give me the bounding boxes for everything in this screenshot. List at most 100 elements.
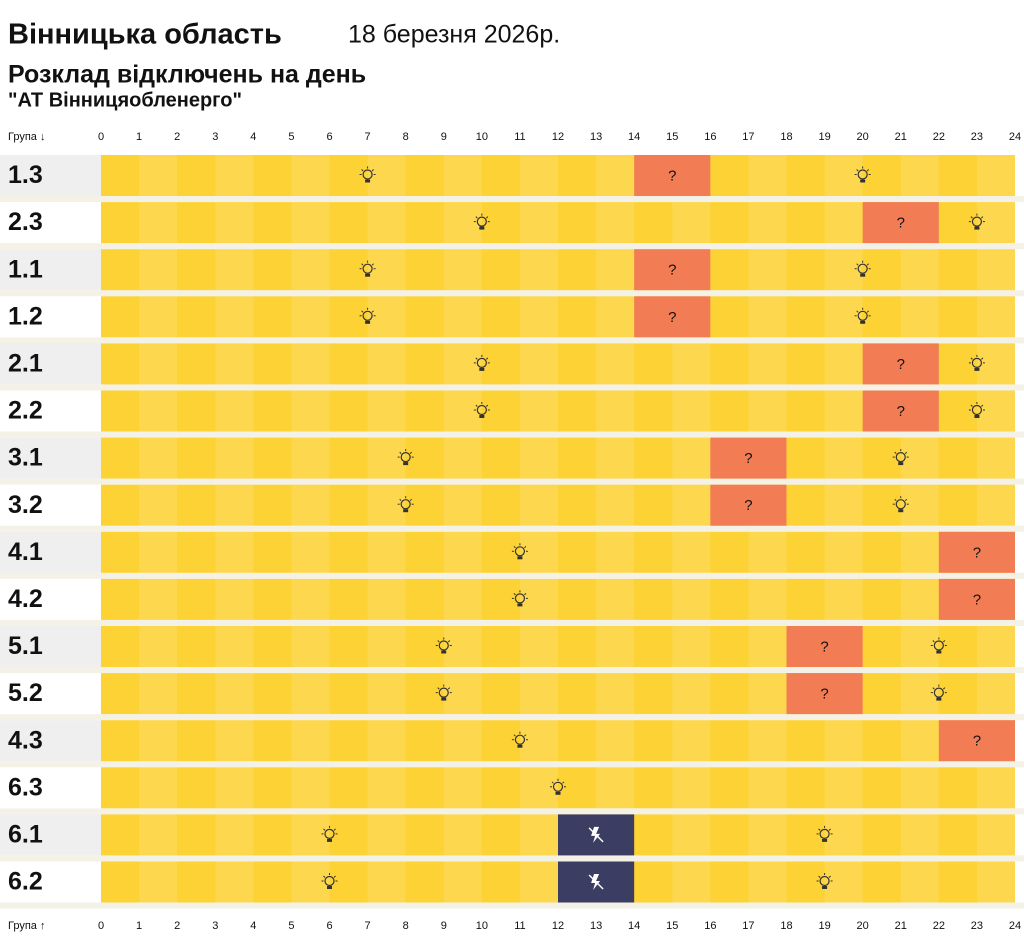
hour-shade [139,202,178,244]
hour-shade [824,249,863,291]
bulb-ray [981,216,984,219]
bulb-ray [970,357,973,360]
bulb-ray [828,828,831,831]
bulb-ray [932,687,935,690]
group-label: 2.3 [8,208,43,236]
bulb-ray [409,451,413,454]
outage-block [786,673,863,715]
block-label: ? [668,262,676,279]
bulb [476,216,487,227]
block-label: ? [744,450,752,467]
hour-shade [596,249,635,291]
bulb-base [441,650,447,654]
hour-shade [367,390,406,432]
group-label: 4.2 [8,585,43,613]
bulb-icon [968,354,985,371]
group-label: 3.2 [8,491,43,519]
bulb-icon [550,778,566,795]
bulb-ray [866,310,870,313]
bulb-ray [856,263,859,266]
row-separator [0,243,1024,250]
hour-shade [748,861,787,903]
bulb-ray [333,875,336,878]
bulb-base [822,838,828,842]
bulb-icon [435,684,452,701]
hour-shade [672,720,711,762]
hour-label: 4 [250,920,256,932]
hour-shade [900,249,939,291]
bulb-ray [475,357,478,360]
bulb-icon [397,496,414,513]
hour-label: 10 [476,131,488,143]
hour-shade [824,343,863,385]
hour-shade [215,296,254,338]
bulb-ray [409,498,413,502]
bulb-base [441,697,447,701]
bulb [476,404,487,416]
label-cell [0,626,101,667]
bulb-ray [485,216,489,219]
bulb [514,734,526,745]
hour-label: 17 [742,920,754,932]
hour-shade [443,343,482,385]
hour-shade [824,484,863,526]
hour-shade [900,296,939,338]
hour-shade [443,720,482,762]
hour-shade [215,484,254,526]
power-bar [101,484,1015,526]
bulb-icon [511,590,528,607]
hour-shade [215,343,254,385]
hour-shade [291,531,330,573]
hour-shade [367,531,406,573]
bulb-base [479,367,485,371]
bulb-base [403,509,409,513]
bulb [438,687,449,698]
hour-shade [291,484,330,526]
block-label: ? [973,733,981,750]
power-bar [101,296,1015,338]
hour-shade [596,578,635,620]
hour-shade [596,155,635,196]
group-label: 1.3 [8,161,43,189]
hour-shade [976,437,1015,479]
row-separator [0,619,1024,626]
bulb-ray [399,451,402,454]
bulb-base [898,462,904,466]
hour-shade [139,720,178,762]
bulb [933,640,944,651]
hour-label: 6 [326,131,332,143]
hour-shade [519,578,558,620]
hour-shade [900,673,939,715]
group-label: 5.2 [8,679,43,707]
hour-shade [976,767,1015,809]
hour-label: 14 [628,131,640,143]
hour-label: 23 [971,131,983,143]
bulb-base [936,650,942,654]
hour-shade [443,249,482,291]
bulb-ray [904,498,908,502]
bulb [971,357,983,368]
row-separator [0,478,1024,485]
bulb [857,310,868,321]
hour-label: 22 [933,920,945,932]
row-separator [0,290,1024,297]
bulb [362,310,373,321]
bulb-icon [892,449,909,466]
hour-label: 19 [818,920,830,932]
bulb-base [327,838,332,842]
label-cell [0,202,101,244]
hour-label: 13 [590,920,602,932]
bulb-ray [399,498,402,502]
hour-shade [291,155,330,196]
hour-shade [215,249,254,291]
hour-label: 12 [552,131,564,143]
bulb-base [479,226,485,230]
bulb-ray [828,875,831,878]
hour-label: 2 [174,131,180,143]
hour-shade [443,484,482,526]
hour-shade [900,531,939,573]
hour-label: 24 [1009,131,1021,143]
bulb-ray [818,875,821,878]
hour-label: 2 [174,920,180,932]
